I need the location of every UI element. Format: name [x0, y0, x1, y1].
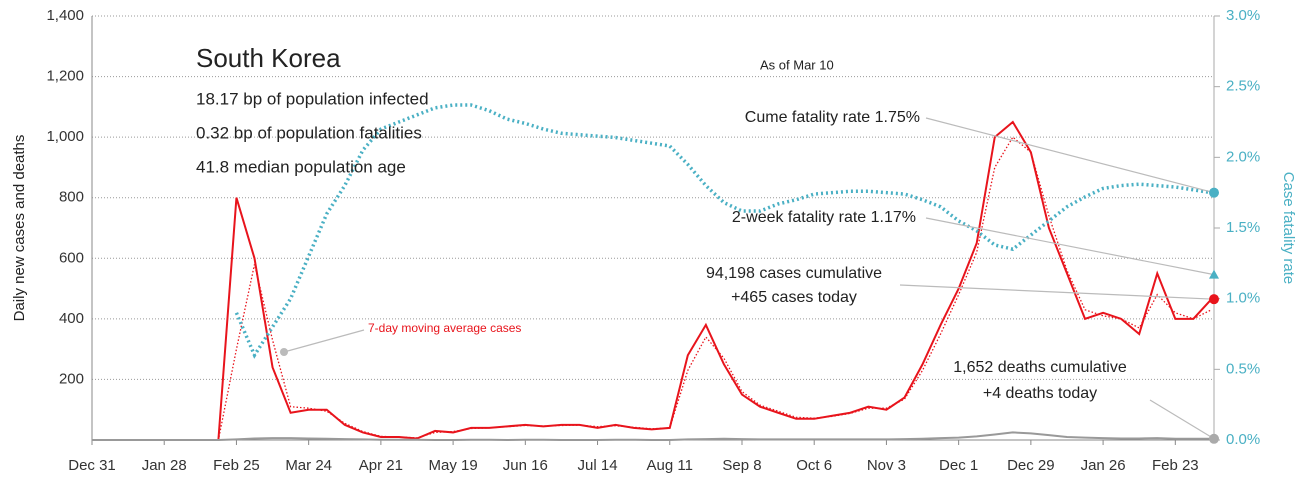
leader-line: [1149, 399, 1215, 440]
y-tick-label: 1,400: [46, 7, 84, 24]
x-tick-label: Sep 8: [722, 457, 761, 474]
y2-tick-label: 1.0%: [1226, 290, 1260, 307]
y2-tick-label: 3.0%: [1226, 7, 1260, 24]
y-tick-label: 800: [59, 189, 84, 206]
leader-line: [925, 117, 1215, 194]
annotation: +4 deaths today: [983, 385, 1097, 402]
y-axis-label: Daily new cases and deaths: [11, 135, 28, 322]
y2-axis-label: Case fatality rate: [1280, 172, 1297, 285]
y2-tick-label: 1.5%: [1226, 219, 1260, 236]
x-tick-label: Feb 25: [213, 457, 260, 474]
series-line: [234, 103, 1212, 359]
leader-line: [899, 284, 1215, 300]
as-of: As of Mar 10: [760, 57, 834, 72]
annotation: 94,198 cases cumulative: [706, 265, 882, 282]
x-tick-label: Apr 21: [359, 457, 403, 474]
x-tick-label: Dec 31: [68, 457, 116, 474]
annotation: 1,652 deaths cumulative: [953, 359, 1127, 376]
y-tick-label: 400: [59, 310, 84, 327]
y-tick-label: 1,200: [46, 68, 84, 85]
x-tick-label: Mar 24: [285, 457, 332, 474]
y2-tick-label: 2.5%: [1226, 78, 1260, 95]
x-tick-label: Oct 6: [796, 457, 832, 474]
x-tick-label: Jun 16: [503, 457, 548, 474]
end-marker: [1209, 294, 1219, 305]
subtitle: 41.8 median population age: [196, 157, 406, 176]
annotation: 7-day moving average cases: [368, 321, 521, 335]
x-tick-label: Jul 14: [578, 457, 618, 474]
y-tick-label: 200: [59, 370, 84, 387]
chart-title: South Korea: [196, 43, 341, 73]
x-tick-label: Dec 29: [1007, 457, 1055, 474]
end-marker: [1209, 269, 1219, 279]
x-tick-label: Jan 28: [142, 457, 187, 474]
y2-tick-label: 2.0%: [1226, 148, 1260, 165]
y-tick-label: 1,000: [46, 128, 84, 145]
end-marker: [1209, 433, 1219, 444]
x-tick-label: Aug 11: [647, 457, 693, 474]
x-tick-label: Feb 23: [1152, 457, 1199, 474]
end-marker: [1209, 187, 1219, 198]
x-tick-label: Nov 3: [867, 457, 906, 474]
subtitle: 0.32 bp of population fatalities: [196, 123, 422, 142]
annotation: 2-week fatality rate 1.17%: [732, 209, 916, 226]
y2-tick-label: 0.5%: [1226, 360, 1260, 377]
series-line: [92, 136, 1212, 441]
leader-line: [283, 329, 365, 353]
annotation-dot: [280, 348, 288, 356]
annotation: Cume fatality rate 1.75%: [745, 109, 920, 126]
series-line: [92, 431, 1212, 442]
series-line: [92, 120, 1213, 441]
x-tick-label: Jan 26: [1081, 457, 1126, 474]
leader-line: [925, 217, 1215, 276]
subtitle: 18.17 bp of population infected: [196, 89, 429, 108]
y2-tick-label: 0.0%: [1226, 431, 1260, 448]
x-tick-label: Dec 1: [939, 457, 978, 474]
x-tick-label: May 19: [429, 457, 478, 474]
y-tick-label: 600: [59, 249, 84, 266]
annotation: +465 cases today: [731, 289, 857, 306]
